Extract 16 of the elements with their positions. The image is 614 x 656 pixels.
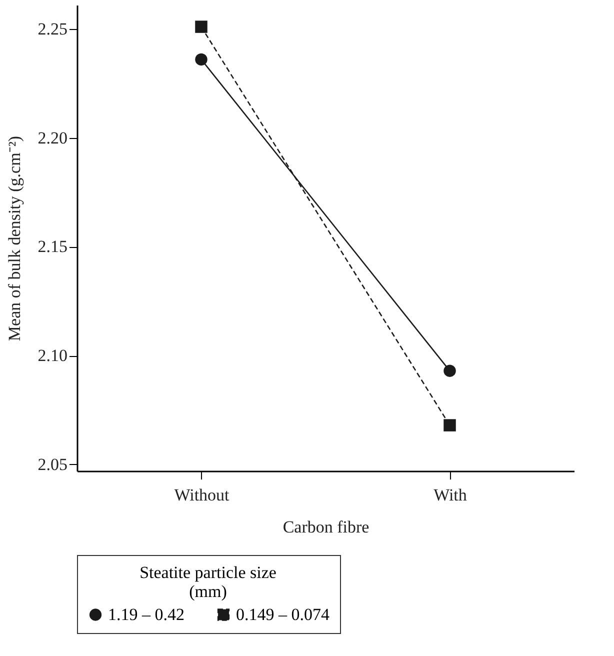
legend-title: Steatite particle size (mm)	[140, 563, 276, 601]
legend-label: 1.19 – 0.42	[108, 604, 184, 624]
y-tick-label: 2.25	[38, 19, 68, 38]
x-tick-label: Without	[174, 486, 230, 504]
legend-label: 0.149 – 0.074	[236, 604, 330, 624]
y-tick-label: 2.10	[38, 346, 68, 366]
x-axis-title: Carbon fibre	[282, 518, 370, 536]
y-tick-label: 2.15	[38, 237, 68, 256]
y-tick-label: 2.20	[38, 128, 68, 148]
point	[195, 53, 208, 66]
point	[444, 419, 456, 432]
point	[195, 20, 208, 33]
x-tick-label: With	[434, 486, 468, 504]
y-tick-label: 2.05	[38, 454, 68, 474]
point	[444, 364, 456, 377]
y-axis-title: Mean of bulk density (g.cm⁻²)	[4, 136, 24, 342]
